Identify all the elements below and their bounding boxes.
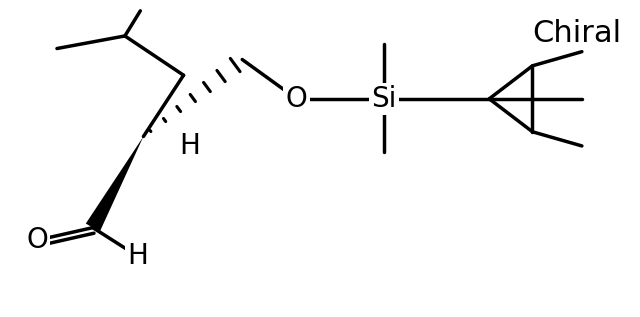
Text: H: H xyxy=(179,132,200,160)
Polygon shape xyxy=(86,137,143,232)
Text: O: O xyxy=(26,226,48,254)
Text: O: O xyxy=(285,85,307,113)
Text: H: H xyxy=(127,242,148,270)
Text: Chiral: Chiral xyxy=(532,19,621,48)
Text: Si: Si xyxy=(372,85,397,113)
